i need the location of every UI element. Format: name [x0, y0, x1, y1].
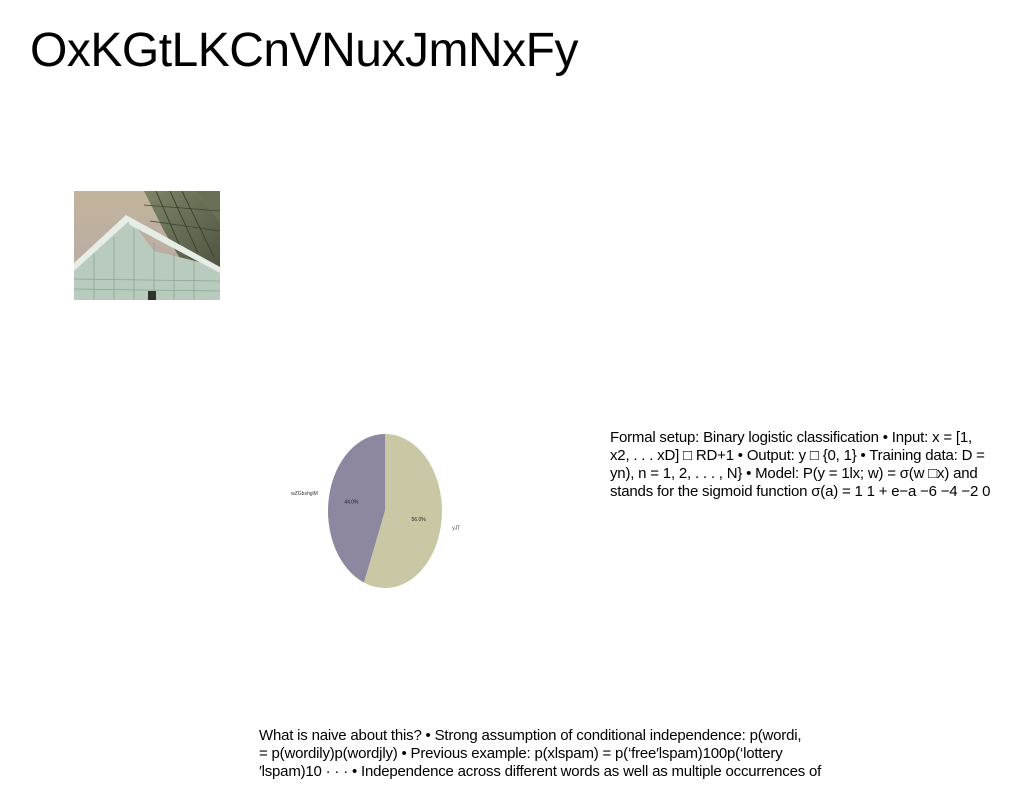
- text-line: What is naive about this? • Strong assum…: [259, 727, 802, 744]
- text-line: = p(wordily)p(wordjly) • Previous exampl…: [259, 745, 783, 762]
- building-photo: [74, 191, 220, 300]
- pie-chart: 44.0% wZGbshglM 56.0% yJT: [286, 428, 476, 596]
- pie-slice-category-label: wZGbshglM: [291, 491, 318, 497]
- text-line: stands for the sigmoid function σ(a) = 1…: [610, 483, 991, 500]
- text-line: yn), n = 1, 2, . . . , N} • Model: P(y =…: [610, 465, 978, 482]
- text-line: Formal setup: Binary logistic classifica…: [610, 429, 972, 446]
- text-block-right: Formal setup: Binary logistic classifica…: [610, 429, 1024, 501]
- slide-title: OxKGtLKCnVNuxJmNxFy: [30, 24, 578, 77]
- building-photo-image: [74, 191, 220, 300]
- pie-slice: [328, 434, 385, 583]
- text-block-bottom: What is naive about this? • Strong assum…: [259, 727, 899, 781]
- pie-slice-category-label: yJT: [452, 526, 460, 532]
- pie-slice-percent-label: 44.0%: [344, 500, 359, 506]
- text-line: ′lspam)10 · · · • Independence across di…: [259, 763, 822, 780]
- text-line: x2, . . . xD] □ RD+1 • Output: y □ {0, 1…: [610, 447, 985, 464]
- pie-slice-percent-label: 56.0%: [412, 517, 427, 523]
- pie-slice: [364, 434, 442, 588]
- pie-chart-svg: 44.0% wZGbshglM 56.0% yJT: [291, 434, 460, 588]
